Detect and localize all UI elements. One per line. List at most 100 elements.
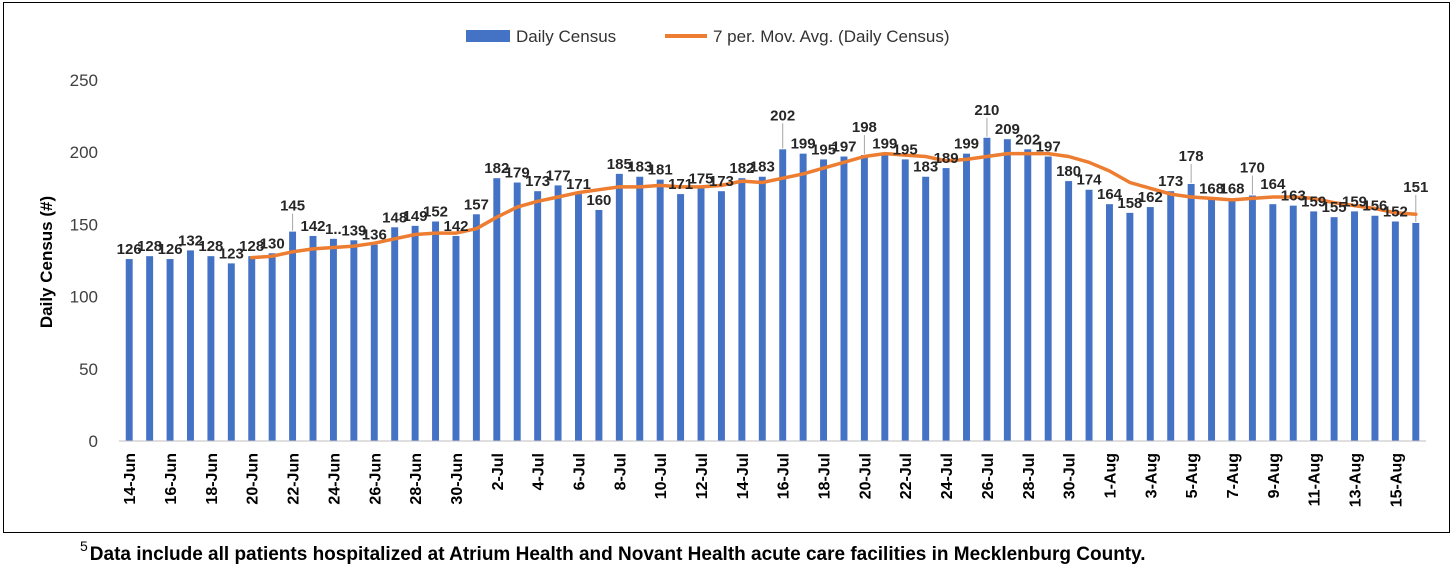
bar	[575, 194, 582, 441]
bar	[1228, 198, 1236, 441]
bar	[513, 182, 521, 441]
bar	[1371, 215, 1379, 441]
data-label: 128	[198, 238, 223, 255]
data-label: 126	[158, 241, 183, 258]
data-label: 152	[423, 204, 448, 221]
x-tick-label: 16-Jul	[776, 453, 793, 499]
bar	[432, 221, 440, 441]
data-label: 164	[1260, 176, 1286, 193]
x-tick-label: 22-Jun	[286, 453, 303, 505]
data-label: 174	[1076, 172, 1102, 189]
data-label: 163	[1281, 188, 1306, 205]
bar	[370, 244, 378, 441]
chart-frame	[3, 2, 1450, 533]
bar	[1105, 204, 1113, 441]
data-label: 183	[750, 159, 775, 176]
data-label: 155	[1322, 199, 1347, 216]
data-label: 183	[627, 159, 652, 176]
bar	[248, 256, 256, 441]
bar	[1391, 221, 1399, 441]
bar	[1351, 211, 1358, 441]
bar	[411, 225, 419, 441]
legend: Daily Census 7 per. Mov. Avg. (Daily Cen…	[466, 27, 950, 46]
bar	[289, 231, 297, 441]
data-label: 198	[852, 119, 877, 136]
bars	[125, 137, 1420, 442]
data-label: 162	[1138, 189, 1163, 206]
x-tick-label: 20-Jul	[857, 453, 874, 499]
x-axis-ticks: 14-Jun 16-Jun 18-Jun 20-Jun 22-Jun 24-Jun 26-J…	[122, 453, 1405, 507]
footnote-marker: 5	[80, 538, 88, 554]
bar	[636, 176, 644, 441]
bar	[227, 263, 235, 441]
data-label: 199	[954, 136, 979, 153]
x-tick-label: 12-Jul	[694, 453, 711, 499]
data-label: 159	[1301, 193, 1326, 210]
data-label: 183	[913, 159, 938, 176]
x-tick-label: 3-Aug	[1143, 453, 1160, 498]
data-label: 173	[1158, 173, 1183, 190]
x-tick-label: 10-Jul	[653, 453, 670, 499]
data-label: 178	[1179, 148, 1204, 165]
x-tick-label: 30-Jun	[449, 453, 466, 505]
label-leader-lines	[292, 117, 1417, 231]
data-label: 159	[1342, 193, 1367, 210]
data-label: 180	[1056, 163, 1081, 180]
bar	[125, 259, 133, 441]
legend-line-label: 7 per. Mov. Avg. (Daily Census)	[713, 27, 950, 46]
x-tick-label: 24-Jul	[939, 453, 956, 499]
bar	[983, 137, 991, 441]
bar	[922, 176, 930, 441]
data-label: 199	[791, 136, 816, 153]
data-label: 1..	[325, 221, 342, 238]
bar	[391, 227, 399, 441]
bar	[799, 153, 807, 441]
bar	[656, 179, 664, 441]
data-label: 210	[974, 102, 999, 119]
bar	[493, 178, 501, 441]
x-tick-label: 14-Jun	[122, 453, 139, 505]
moving-average-line	[249, 151, 1418, 260]
bar	[677, 194, 685, 441]
x-tick-label: 30-Jul	[1062, 453, 1079, 499]
x-tick-label: 16-Jun	[163, 453, 180, 505]
legend-bar-swatch	[466, 30, 510, 42]
data-label: 160	[586, 192, 611, 209]
legend-bar-label: Daily Census	[516, 27, 616, 46]
data-label: 175	[688, 170, 713, 187]
data-label: 177	[546, 167, 571, 184]
y-tick-label: 0	[89, 432, 98, 451]
bar	[1146, 207, 1154, 441]
data-label: 182	[729, 160, 754, 177]
bar	[1248, 195, 1256, 441]
x-tick-label: 28-Jul	[1021, 453, 1038, 499]
bar	[187, 250, 194, 441]
data-label: 164	[1097, 186, 1123, 203]
bar	[779, 149, 787, 441]
x-tick-label: 26-Jul	[980, 453, 997, 499]
bar	[595, 209, 603, 441]
data-label: 156	[1362, 198, 1387, 215]
bar	[268, 253, 276, 441]
data-label: 171	[668, 176, 693, 193]
data-label: 139	[341, 222, 366, 239]
bar	[963, 153, 970, 441]
data-label: 182	[484, 160, 509, 177]
data-label: 151	[1403, 179, 1428, 196]
bar	[207, 256, 215, 441]
data-label: 197	[1036, 139, 1061, 156]
data-label: 199	[872, 136, 897, 153]
bar	[1085, 189, 1093, 441]
data-label: 179	[505, 165, 530, 182]
x-tick-label: 22-Jul	[898, 453, 915, 499]
y-tick-label: 200	[70, 143, 98, 162]
bar	[1187, 183, 1195, 441]
bar	[615, 173, 623, 442]
data-label: 173	[709, 173, 734, 190]
y-tick-label: 150	[70, 215, 98, 234]
data-label: 130	[260, 235, 285, 252]
bar	[881, 153, 889, 441]
data-label: 168	[1199, 180, 1224, 197]
bar	[309, 235, 317, 441]
